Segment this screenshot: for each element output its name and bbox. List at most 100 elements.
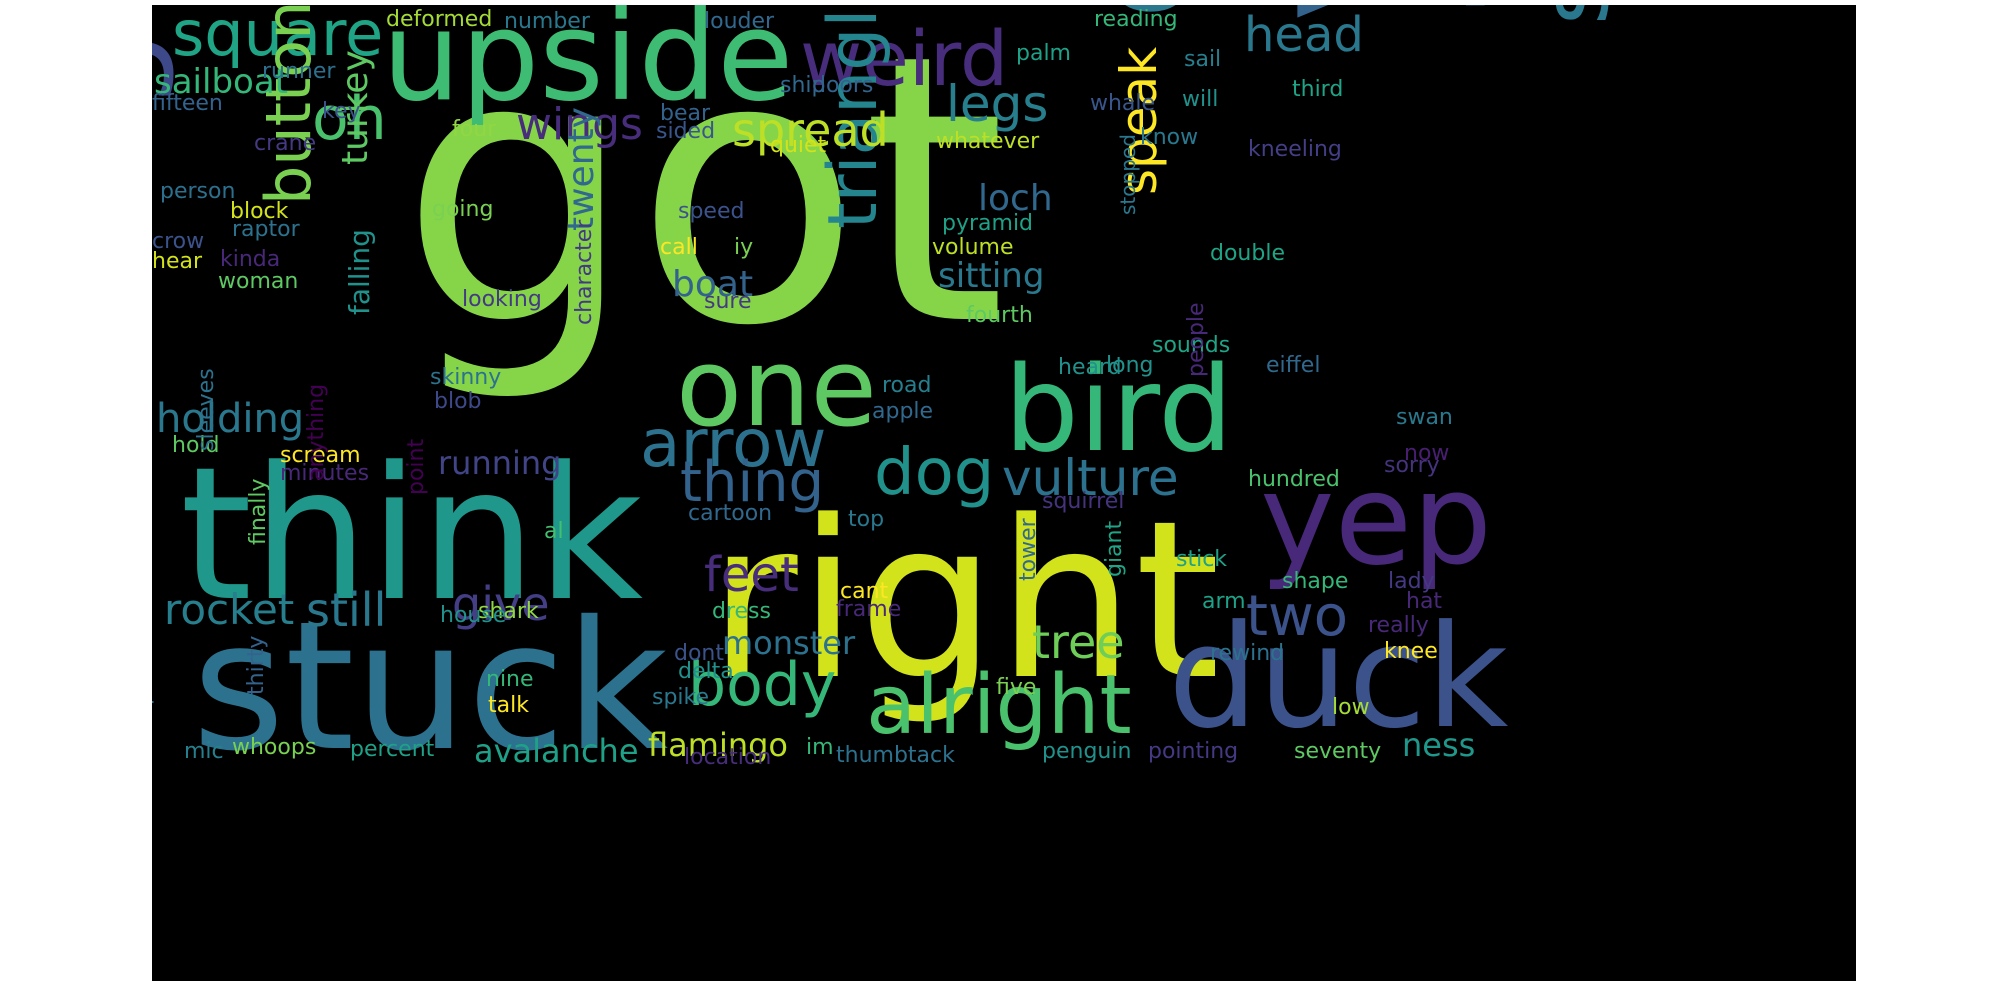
word-stuck: stuck [192,583,669,790]
word-pyramid: pyramid [942,211,1034,236]
word-doors: doors [812,73,874,98]
word-duck: duck [1168,595,1509,760]
word-talk: talk [488,693,529,718]
word-picture: picture [152,628,155,705]
word-boat: boat [672,264,754,305]
word-frame: frame [836,597,902,622]
word-holding: holding [156,396,305,442]
word-running: running [438,444,562,482]
word-nine: nine [486,667,534,692]
word-mic: mic [184,739,224,764]
word-twenty: twenty [561,107,602,231]
word-deformed: deformed [386,7,493,32]
word-sure: sure [704,289,752,314]
word-vulture: vulture [1002,449,1179,507]
word-crow: crow [152,229,205,254]
word-dog: dog [874,436,995,510]
word-sailboat: sailboat [154,62,288,102]
word-got: got [400,5,1007,407]
word-hold: hold [172,433,220,458]
word-know: know [1140,125,1199,150]
word-one: one [676,326,877,451]
word-ness: ness [1402,726,1476,764]
word-kinda: kinda [220,247,281,272]
word-eiffel: eiffel [1266,353,1321,378]
word-minutes: minutes [280,461,370,486]
word-quiet: quiet [770,133,827,158]
word-square: square [172,5,384,70]
word-third: third [1292,77,1344,102]
word-cloud: gotrightthinkstuckyeahupsideokayguyducky… [152,5,1856,981]
word-reading: reading [1094,7,1178,32]
word-cant: cant [840,579,889,604]
word-legs: legs [946,75,1049,133]
word-sleeves: sleeves [194,368,219,451]
word-arm: arm [1202,589,1246,614]
word-character: character [572,219,597,325]
word-spread: spread [732,103,889,157]
word-stopped: stopped [1116,134,1140,215]
word-penguin: penguin [1042,739,1132,764]
word-finally: finally [246,478,271,545]
word-people: people [1184,302,1209,377]
word-speed: speed [678,199,745,224]
word-feet: feet [704,547,799,603]
word-ship: ship [780,73,826,98]
word-sorry: sorry [1384,453,1440,478]
word-thumbtack: thumbtack [836,743,955,768]
word-sitting: sitting [938,256,1045,296]
word-runner: runner [262,59,336,84]
word-whale: whale [1090,91,1156,116]
word-location: location [684,745,772,770]
word-avalanche: avalanche [474,732,639,770]
word-four: four [452,117,497,142]
word-shark: shark [478,599,539,624]
word-five: five [996,675,1037,700]
word-still: still [306,583,387,637]
word-delta: delta [678,659,734,684]
word-two: two [1246,584,1349,649]
word-apple: apple [872,399,934,424]
word-crane: crane [254,131,317,156]
word-tower: tower [1016,518,1041,581]
word-tree: tree [1032,615,1125,669]
word-dont: dont [674,641,724,666]
word-lady: lady [1388,569,1435,594]
word-seventy: seventy [1294,739,1382,764]
word-iy: iy [734,235,754,260]
word-volume: volume [932,235,1014,260]
word-swan: swan [1396,405,1453,430]
word-hat: hat [1406,589,1443,614]
word-road: road [882,373,932,398]
word-fourth: fourth [966,303,1033,328]
word-looking: looking [462,287,542,312]
word-im: im [806,735,834,760]
word-sail: sail [1184,47,1222,72]
word-scream: scream [280,443,361,468]
word-rocket: rocket [164,585,295,634]
word-top: top [848,507,885,532]
word-cartoon: cartoon [688,501,773,526]
word-skinny: skinny [430,365,502,390]
word-spike: spike [652,685,710,710]
word-going: going [432,197,494,222]
word-arrow: arrow [640,405,827,482]
word-monster: monster [722,624,856,662]
word-rewind: rewind [1210,641,1285,666]
word-whoops: whoops [232,735,317,760]
word-hundred: hundred [1248,467,1340,492]
word-bird: bird [1004,340,1234,478]
word-whatever: whatever [936,129,1040,154]
word-number: number [504,9,590,34]
word-long: long [1106,353,1154,378]
word-right: right [708,475,1221,728]
word-person: person [160,179,236,204]
word-sounds: sounds [1152,333,1231,358]
word-flamingo: flamingo [648,726,788,764]
word-wings: wings [516,99,643,150]
word-al: al [544,519,564,544]
word-think: think [180,428,644,642]
word-low: low [1332,695,1370,720]
word-louder: louder [704,9,775,34]
word-now: now [1404,441,1450,466]
